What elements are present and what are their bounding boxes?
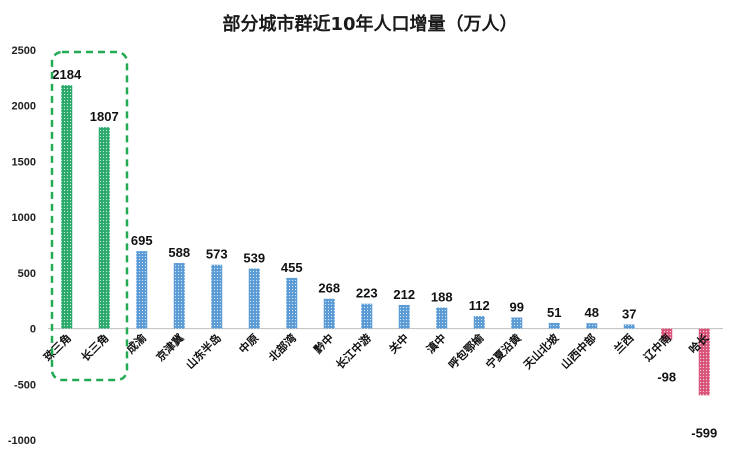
data-label: 188 <box>431 290 453 305</box>
bar <box>586 323 598 329</box>
x-tick-label: 宁夏沿黄 <box>483 331 524 372</box>
data-label: 2184 <box>52 67 82 82</box>
x-tick-label: 长江中游 <box>333 331 374 372</box>
data-label: 573 <box>206 247 228 262</box>
data-label: 37 <box>622 306 636 321</box>
y-tick-label: 0 <box>30 324 36 336</box>
x-tick-label: 长三角 <box>78 331 111 364</box>
value-labels: 2184 1807 695 588 573 539 455 268 223 212 188 112 99… <box>52 67 717 440</box>
x-tick-label: 天山北坡 <box>520 330 562 372</box>
y-tick-label: -1000 <box>8 435 36 447</box>
data-label: 588 <box>168 245 190 260</box>
bar <box>436 307 448 329</box>
bar <box>548 322 560 329</box>
bar <box>698 328 710 396</box>
y-tick-label: 2500 <box>12 45 36 57</box>
bar <box>248 268 260 329</box>
x-tick-label: 辽中南 <box>641 331 674 364</box>
x-tick-label: 关中 <box>386 331 411 356</box>
bar <box>361 303 373 329</box>
bar <box>511 317 523 329</box>
bar <box>398 304 410 329</box>
data-label: 112 <box>469 298 490 313</box>
x-tick-label: 黔中 <box>311 331 336 356</box>
bar <box>211 264 223 329</box>
x-tick-label: 呼包鄂榆 <box>445 330 487 372</box>
bar <box>473 316 485 329</box>
y-tick-label: 500 <box>18 268 36 280</box>
data-label: 99 <box>510 300 524 315</box>
y-tick-label: 2000 <box>12 101 36 113</box>
bar <box>661 328 673 340</box>
bar <box>136 251 148 329</box>
data-label: 455 <box>281 260 303 275</box>
bar <box>173 263 185 329</box>
data-label: -599 <box>691 425 717 440</box>
x-tick-label: 兰西 <box>611 331 636 356</box>
x-tick-label: 山西中部 <box>558 331 599 372</box>
bar <box>323 298 335 329</box>
data-label: 51 <box>547 305 561 320</box>
bar <box>61 85 73 329</box>
data-label: 48 <box>585 305 599 320</box>
x-tick-label: 京津冀 <box>153 331 186 364</box>
x-tick-label: 北部湾 <box>266 331 299 364</box>
y-tick-label: 1500 <box>12 156 36 168</box>
data-label: -98 <box>657 369 676 384</box>
x-tick-label: 山东半岛 <box>183 331 224 372</box>
data-label: 223 <box>356 286 378 301</box>
x-tick-label: 滇中 <box>423 331 448 356</box>
bars <box>61 85 710 396</box>
bar <box>623 324 635 329</box>
y-tick-label: -500 <box>14 379 36 391</box>
data-label: 268 <box>318 281 340 296</box>
highlight-dashed-box <box>50 50 129 382</box>
y-axis: 2500 2000 1500 1000 500 0 -500 -1000 <box>8 45 36 447</box>
bar <box>286 277 298 329</box>
y-tick-label: 1000 <box>12 212 36 224</box>
data-label: 539 <box>243 251 265 266</box>
data-label: 1807 <box>90 109 119 124</box>
chart-title: 部分城市群近10年人口增量（万人） <box>222 13 517 35</box>
data-label: 212 <box>393 287 415 302</box>
x-tick-label: 珠三角 <box>41 331 74 364</box>
x-tick-label: 中原 <box>236 331 261 356</box>
data-label: 695 <box>131 233 153 248</box>
bar <box>98 127 110 329</box>
